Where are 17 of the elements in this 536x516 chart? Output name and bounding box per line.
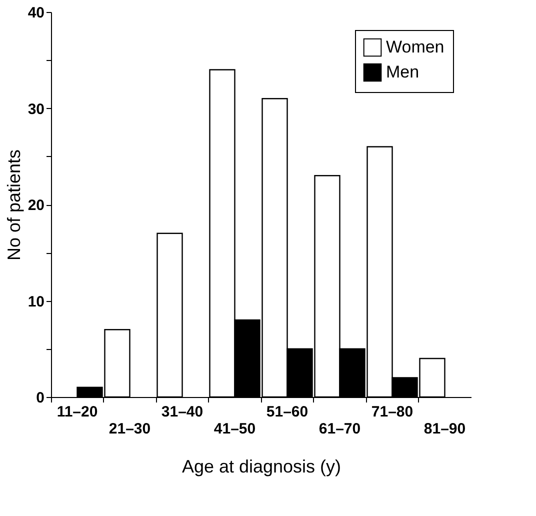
x-tick-label: 11–20 [56, 404, 98, 420]
y-tick-label: 0 [36, 390, 44, 406]
y-tick-label: 20 [28, 197, 44, 214]
x-tick-label: 31–40 [161, 404, 204, 420]
x-tick-label: 51–60 [266, 404, 308, 420]
legend-label: Women [386, 38, 444, 56]
x-tick-label: 71–80 [371, 404, 414, 420]
y-tick-label: 40 [28, 4, 44, 22]
x-tick-label: 41–50 [214, 420, 256, 438]
x-axis-title: Age at diagnosis (y) [182, 456, 342, 476]
y-tick-label: 10 [28, 293, 44, 310]
x-tick-label: 61–70 [318, 420, 361, 438]
x-tick-label: 21–30 [108, 420, 151, 438]
y-axis-title: No of patients [4, 149, 24, 261]
y-tick-label: 30 [28, 100, 44, 118]
legend-label: Men [386, 62, 420, 82]
x-tick-label: 81–90 [424, 420, 466, 438]
